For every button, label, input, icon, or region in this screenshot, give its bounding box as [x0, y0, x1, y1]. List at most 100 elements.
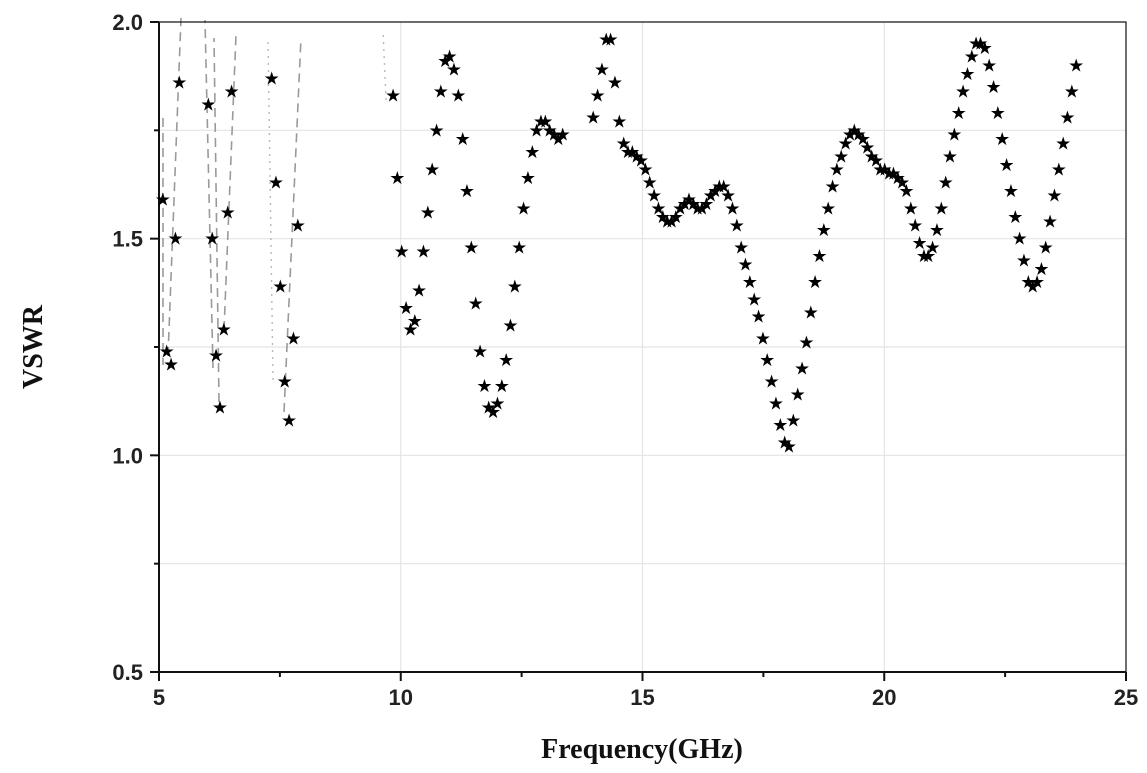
data-point: ★ [872, 159, 888, 180]
data-point: ★ [650, 198, 666, 219]
data-point: ★ [716, 177, 732, 198]
data-point: ★ [1046, 185, 1062, 206]
data-point: ★ [159, 341, 175, 362]
data-point: ★ [1003, 181, 1019, 202]
data-point: ★ [746, 289, 762, 310]
data-point: ★ [1033, 259, 1049, 280]
data-point: ★ [807, 272, 823, 293]
data-point: ★ [1042, 211, 1058, 232]
data-point: ★ [200, 94, 216, 115]
data-point: ★ [611, 112, 627, 133]
data-point: ★ [768, 393, 784, 414]
data-point: ★ [772, 415, 788, 436]
data-point: ★ [385, 86, 401, 107]
data-point: ★ [1025, 276, 1041, 297]
data-point: ★ [204, 229, 220, 250]
data-point: ★ [594, 60, 610, 81]
data-point: ★ [1051, 159, 1067, 180]
data-point: ★ [785, 411, 801, 432]
data-point: ★ [898, 181, 914, 202]
data-point: ★ [1038, 237, 1054, 258]
data-point: ★ [620, 142, 636, 163]
data-point: ★ [277, 372, 293, 393]
data-point: ★ [585, 107, 601, 128]
data-point: ★ [668, 207, 684, 228]
data-point: ★ [163, 354, 179, 375]
data-point: ★ [524, 142, 540, 163]
data-point: ★ [472, 341, 488, 362]
data-point: ★ [981, 55, 997, 76]
data-point: ★ [724, 198, 740, 219]
data-point: ★ [750, 307, 766, 328]
data-point: ★ [637, 159, 653, 180]
data-point: ★ [764, 372, 780, 393]
background-trace [204, 19, 214, 369]
y-ticks: 0.5 1.0 1.5 2.0 [112, 10, 159, 685]
data-point: ★ [977, 38, 993, 59]
data-point: ★ [281, 411, 297, 432]
data-point: ★ [959, 64, 975, 85]
data-point: ★ [707, 181, 723, 202]
background-trace [213, 37, 220, 403]
data-point: ★ [537, 112, 553, 133]
data-point: ★ [755, 328, 771, 349]
background-trace [382, 29, 387, 101]
data-point: ★ [794, 359, 810, 380]
data-point: ★ [929, 220, 945, 241]
data-point: ★ [816, 220, 832, 241]
data-point: ★ [885, 164, 901, 185]
data-point: ★ [463, 237, 479, 258]
x-tick-label: 10 [389, 685, 413, 710]
data-point: ★ [955, 81, 971, 102]
data-point: ★ [846, 120, 862, 141]
data-point: ★ [729, 216, 745, 237]
data-point: ★ [398, 298, 414, 319]
data-point: ★ [171, 73, 187, 94]
data-point: ★ [972, 34, 988, 55]
y-tick-label: 0.5 [112, 660, 143, 685]
y-tick-label: 1.0 [112, 443, 143, 468]
x-tick-label: 25 [1114, 685, 1138, 710]
data-point: ★ [223, 81, 239, 102]
data-point: ★ [907, 216, 923, 237]
data-point: ★ [877, 159, 893, 180]
data-point: ★ [985, 77, 1001, 98]
data-point: ★ [1020, 272, 1036, 293]
data-point: ★ [1007, 207, 1023, 228]
data-point: ★ [272, 276, 288, 297]
data-point: ★ [811, 246, 827, 267]
data-point: ★ [690, 198, 706, 219]
data-point: ★ [672, 198, 688, 219]
data-point: ★ [507, 276, 523, 297]
data-point: ★ [607, 73, 623, 94]
data-point: ★ [629, 146, 645, 167]
data-point: ★ [1059, 107, 1075, 128]
data-point: ★ [220, 203, 236, 224]
y-tick-label: 2.0 [112, 10, 143, 35]
data-point: ★ [216, 320, 232, 341]
data-point: ★ [837, 133, 853, 154]
data-point: ★ [933, 198, 949, 219]
data-point: ★ [511, 237, 527, 258]
data-point: ★ [681, 190, 697, 211]
data-point: ★ [546, 125, 562, 146]
data-point: ★ [394, 242, 410, 263]
data-point: ★ [694, 198, 710, 219]
data-point: ★ [829, 159, 845, 180]
x-tick-label: 20 [872, 685, 896, 710]
data-point: ★ [550, 129, 566, 150]
data-point: ★ [455, 129, 471, 150]
data-point: ★ [1012, 229, 1028, 250]
data-point: ★ [489, 393, 505, 414]
data-point: ★ [481, 398, 497, 419]
data-markers: ★★★★★★★★★★★★★★★★★★★★★★★★★★★★★★★★★★★★★★★★… [155, 29, 1084, 457]
data-point: ★ [703, 185, 719, 206]
data-point: ★ [494, 376, 510, 397]
data-point: ★ [433, 81, 449, 102]
data-point: ★ [646, 185, 662, 206]
data-point: ★ [894, 172, 910, 193]
data-point: ★ [864, 146, 880, 167]
data-point: ★ [737, 255, 753, 276]
x-axis-title: Frequency(GHz) [541, 734, 743, 765]
data-point: ★ [502, 315, 518, 336]
